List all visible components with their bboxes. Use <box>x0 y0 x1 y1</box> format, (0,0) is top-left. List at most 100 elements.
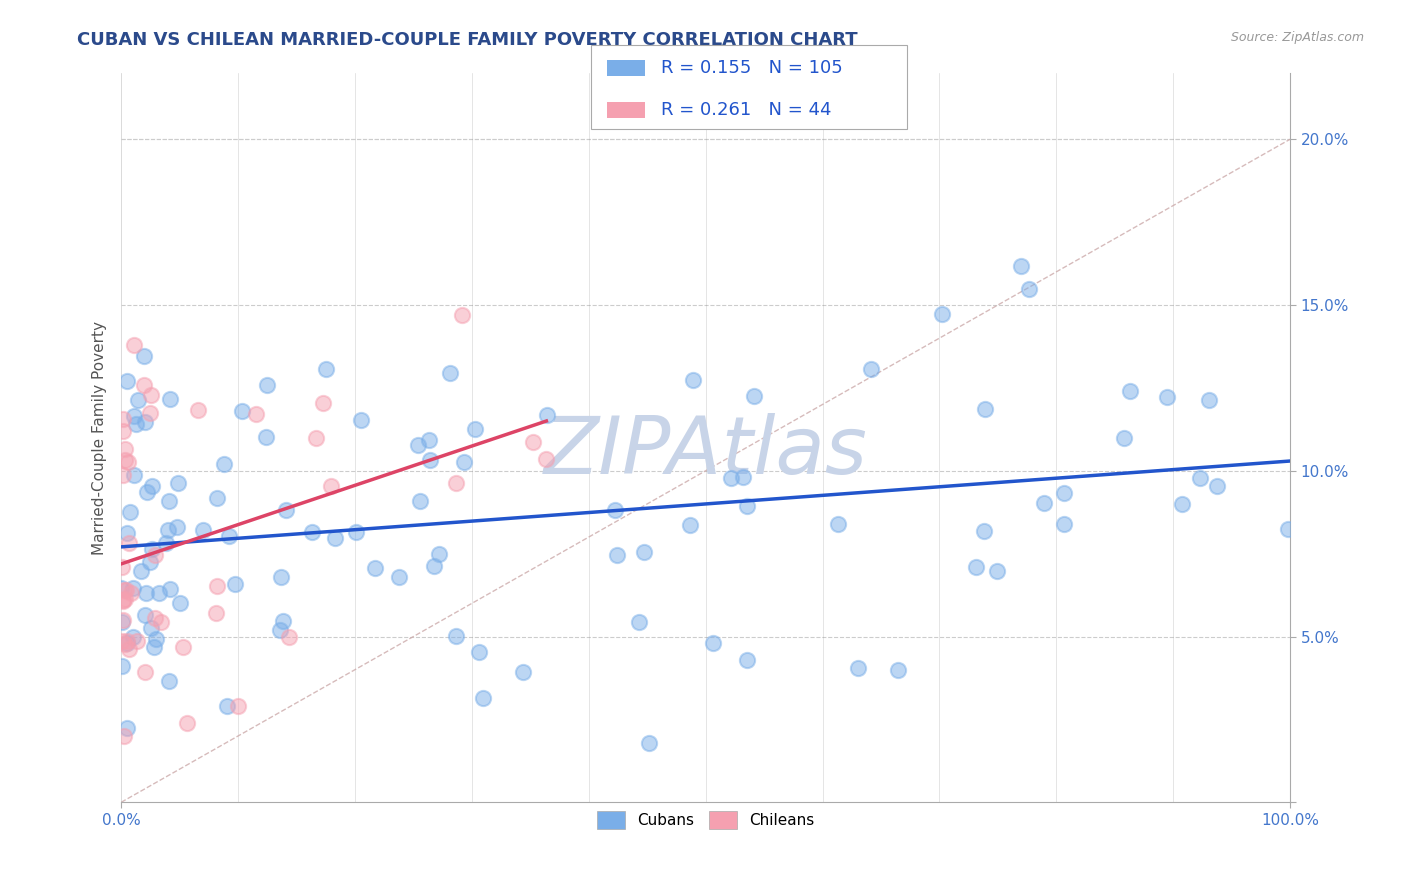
Point <box>605 503 627 517</box>
Point <box>848 661 870 675</box>
Point <box>254 430 277 444</box>
Point <box>444 629 467 643</box>
Point <box>418 433 440 447</box>
Point <box>512 665 534 680</box>
Point <box>323 532 346 546</box>
Point <box>155 536 177 550</box>
Legend: Cubans, Chileans: Cubans, Chileans <box>591 805 820 835</box>
Point <box>1053 486 1076 500</box>
Point <box>270 570 292 584</box>
Point <box>134 665 156 679</box>
Point <box>132 378 155 392</box>
Point <box>122 630 145 644</box>
Point <box>110 560 132 574</box>
Point <box>111 615 134 629</box>
Point <box>205 606 228 620</box>
Point <box>159 582 181 597</box>
Point <box>733 470 755 484</box>
Point <box>350 413 373 427</box>
Point <box>444 475 467 490</box>
Point <box>1033 495 1056 509</box>
Point <box>311 396 333 410</box>
Point <box>1010 259 1032 273</box>
Point <box>1170 497 1192 511</box>
Point <box>139 555 162 569</box>
Point <box>141 479 163 493</box>
Point <box>682 373 704 387</box>
Point <box>157 673 180 688</box>
Point <box>145 632 167 646</box>
Point <box>427 547 450 561</box>
Point <box>1205 478 1227 492</box>
Point <box>142 640 165 654</box>
Point <box>453 455 475 469</box>
Point <box>205 491 228 505</box>
Point <box>274 502 297 516</box>
Point <box>114 442 136 457</box>
Point <box>256 378 278 392</box>
Point <box>134 415 156 429</box>
Point <box>143 549 166 563</box>
Point <box>364 561 387 575</box>
Point <box>301 524 323 539</box>
Point <box>112 424 135 438</box>
Point <box>271 615 294 629</box>
Point <box>191 523 214 537</box>
Point <box>409 494 432 508</box>
Point <box>215 699 238 714</box>
Point <box>134 608 156 623</box>
Point <box>406 438 429 452</box>
Point <box>720 471 742 485</box>
Point <box>451 309 474 323</box>
Point <box>135 586 157 600</box>
Point <box>111 467 134 482</box>
Point <box>148 586 170 600</box>
Point <box>388 570 411 584</box>
Point <box>827 516 849 531</box>
Point <box>1189 471 1212 485</box>
Point <box>315 362 337 376</box>
Point <box>859 362 882 376</box>
Point <box>138 406 160 420</box>
Point <box>114 453 136 467</box>
Y-axis label: Married-Couple Family Poverty: Married-Couple Family Poverty <box>93 320 107 555</box>
Point <box>111 634 134 648</box>
Point <box>115 374 138 388</box>
Point <box>269 623 291 637</box>
Point <box>702 636 724 650</box>
Point <box>468 644 491 658</box>
Point <box>627 615 650 629</box>
Point <box>321 479 343 493</box>
Point <box>112 729 135 743</box>
Point <box>965 560 987 574</box>
Point <box>118 641 141 656</box>
Point <box>1053 517 1076 532</box>
Point <box>1277 522 1299 536</box>
Point <box>111 412 134 426</box>
Point <box>141 388 163 402</box>
Point <box>974 401 997 416</box>
Point <box>226 699 249 714</box>
Point <box>115 526 138 541</box>
Point <box>1119 384 1142 398</box>
Point <box>167 476 190 491</box>
Point <box>122 409 145 423</box>
Text: R = 0.261   N = 44: R = 0.261 N = 44 <box>661 102 831 120</box>
Point <box>111 594 134 608</box>
Point <box>114 582 136 597</box>
Point <box>1198 392 1220 407</box>
Point <box>114 636 136 650</box>
Point <box>1112 432 1135 446</box>
Point <box>134 349 156 363</box>
Point <box>305 431 328 445</box>
Point <box>112 613 135 627</box>
Text: Source: ZipAtlas.com: Source: ZipAtlas.com <box>1230 31 1364 45</box>
Point <box>231 404 253 418</box>
Point <box>218 529 240 543</box>
Point <box>633 545 655 559</box>
Point <box>1156 390 1178 404</box>
Point <box>638 736 661 750</box>
Point <box>464 422 486 436</box>
Point <box>122 581 145 595</box>
Point <box>606 548 628 562</box>
